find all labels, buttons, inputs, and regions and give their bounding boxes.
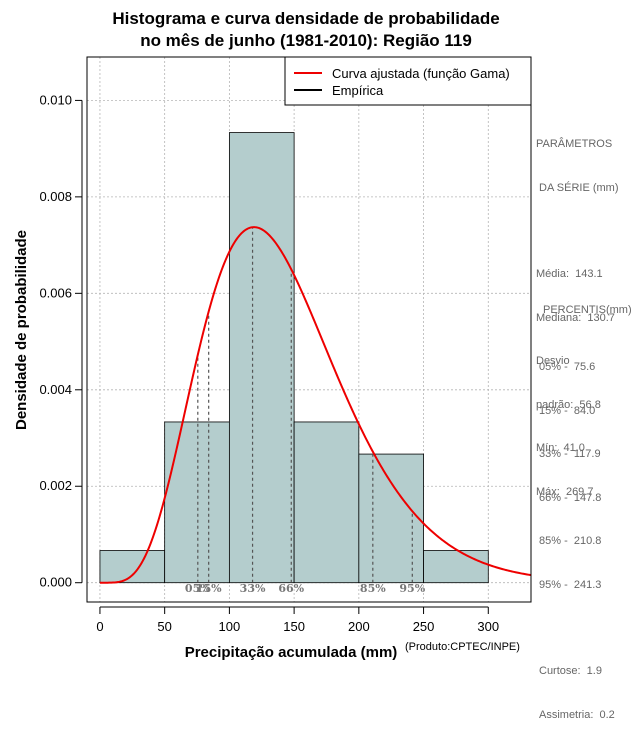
- skewness: Assimetria: 0.2: [539, 708, 615, 721]
- y-tick-label-2: 0.004: [39, 382, 72, 397]
- stat-mean: Média: 143.1: [536, 268, 603, 280]
- y-tick-label-5: 0.010: [39, 92, 72, 107]
- y-tick-label-0: 0.000: [39, 575, 72, 590]
- stat-std-line-2: padrão: 56.8: [536, 398, 601, 411]
- credit-text: (Produto:CPTEC/INPE): [405, 641, 520, 653]
- x-tick-label-5: 250: [413, 619, 435, 634]
- percentil-15: 15% - 84.0: [539, 404, 596, 417]
- stat-max: Máx: 269.7: [536, 485, 594, 498]
- stat-median: Mediana: 130.7: [536, 311, 615, 324]
- percentile-markers: 05%15% 33% 66% 85% 95%: [185, 227, 426, 595]
- percentile-label-3: 66%: [278, 582, 304, 595]
- percentile-label-1: 15%: [196, 582, 222, 595]
- histogram-bar-2: [228, 132, 295, 584]
- y-axis-label: Densidade de probabilidade: [13, 230, 30, 430]
- histogram-bar-5: [423, 550, 489, 584]
- histogram-bar-1: [164, 421, 230, 584]
- percentil-66: 66% - 147.8: [539, 491, 602, 504]
- percentil-33: 33% - 117.9: [539, 448, 601, 460]
- x-tick-label-4: 200: [348, 619, 370, 634]
- histogram-bars: [99, 132, 489, 584]
- x-tick-label-1: 50: [157, 619, 171, 634]
- gamma-curve: [99, 226, 532, 584]
- percentile-label-5: 95%: [399, 582, 425, 595]
- chart-title-line-2: no mês de junho (1981-2010): Região 119: [140, 31, 472, 50]
- x-tick-label-3: 150: [283, 619, 305, 634]
- legend-curve-label: Curva ajustada (função Gama): [332, 66, 510, 81]
- percentil-95: 95% - 241.3: [539, 578, 602, 591]
- axes: 0 50 100 150 200 250 300 0.000 0.002 0.004 0.006 0.…: [39, 92, 499, 634]
- legend-box: [284, 56, 532, 106]
- chart-title-line-1: Histograma e curva densidade de probabil…: [112, 9, 499, 28]
- legend: Curva ajustada (função Gama) Empírica: [284, 56, 532, 106]
- x-tick-label-6: 300: [477, 619, 499, 634]
- histogram-chart: 05%15% 33% 66% 85% 95% 0 50 100 150 200 250 300 0.0…: [13, 9, 532, 660]
- x-axis-label: Precipitação acumulada (mm): [185, 644, 398, 660]
- y-tick-label-1: 0.002: [39, 478, 72, 493]
- percentile-label-4: 85%: [360, 582, 386, 595]
- percentile-label-0: 05%: [185, 582, 211, 595]
- percentis-panel: 05% - 75.6 15% - 84.0 33% - 117.9 66% - …: [539, 331, 615, 737]
- stats-heading-line-2: DA SÉRIE (mm): [536, 181, 619, 194]
- histogram-bar-0: [99, 550, 166, 584]
- y-tick-label-3: 0.006: [39, 285, 72, 300]
- stats-panel: PARÂMETROS DA SÉRIE (mm) Média: 143.1 Me…: [536, 108, 619, 514]
- stat-min: Mín: 41.0: [536, 442, 585, 454]
- histogram-bar-3: [293, 421, 360, 584]
- percentis-heading: PERCENTIS(mm): [543, 304, 632, 316]
- histogram-bar-4: [358, 453, 424, 584]
- percentil-05: 05% - 75.6: [539, 361, 596, 373]
- percentil-85: 85% - 210.8: [539, 535, 602, 547]
- x-tick-label-2: 100: [219, 619, 241, 634]
- x-tick-label-0: 0: [96, 619, 103, 634]
- y-tick-label-4: 0.008: [39, 189, 72, 204]
- stat-std-line-1: Desvio: [536, 355, 570, 367]
- stats-heading-line-1: PARÂMETROS: [536, 138, 613, 150]
- kurtosis: Curtose: 1.9: [539, 665, 602, 677]
- legend-empirical-label: Empírica: [332, 83, 384, 98]
- percentile-label-2: 33%: [240, 582, 266, 595]
